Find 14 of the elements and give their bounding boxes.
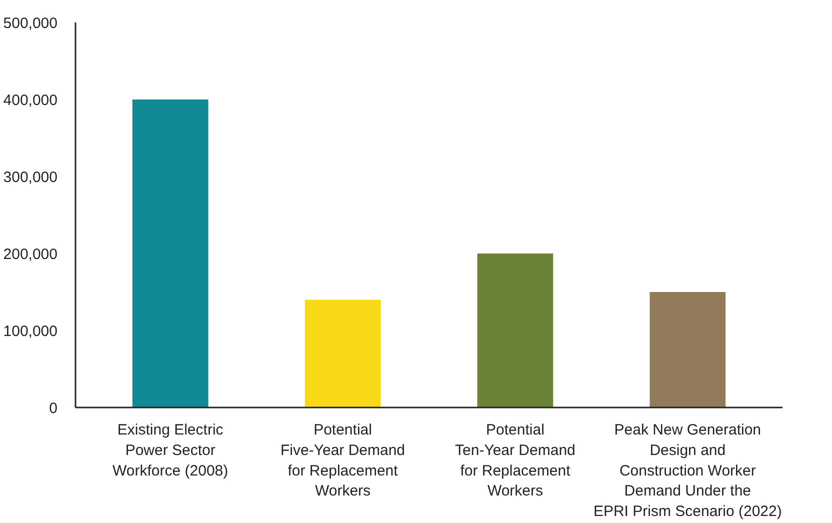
bar bbox=[477, 254, 554, 408]
y-tick-label: 200,000 bbox=[3, 246, 58, 263]
bar bbox=[304, 300, 381, 408]
y-tick-label: 100,000 bbox=[3, 323, 58, 340]
x-tick-label: Potential Ten-Year Demand for Replacement Workers bbox=[455, 422, 576, 500]
x-tick-label: Peak New Generation Design and Construction Worker Demand Under the EPRI Prism Scenario (2022) bbox=[593, 422, 782, 520]
y-tick-label: 0 bbox=[49, 400, 58, 417]
bar bbox=[132, 100, 208, 408]
bar bbox=[650, 292, 726, 408]
x-tick-label: Potential Five-Year Demand for Replacement Workers bbox=[280, 422, 406, 500]
x-tick-label: Existing Electric Power Sector Workforce (2008) bbox=[112, 422, 228, 480]
y-tick-label: 500,000 bbox=[3, 15, 58, 32]
y-tick-label: 400,000 bbox=[3, 92, 58, 109]
y-tick-label: 300,000 bbox=[3, 169, 58, 186]
